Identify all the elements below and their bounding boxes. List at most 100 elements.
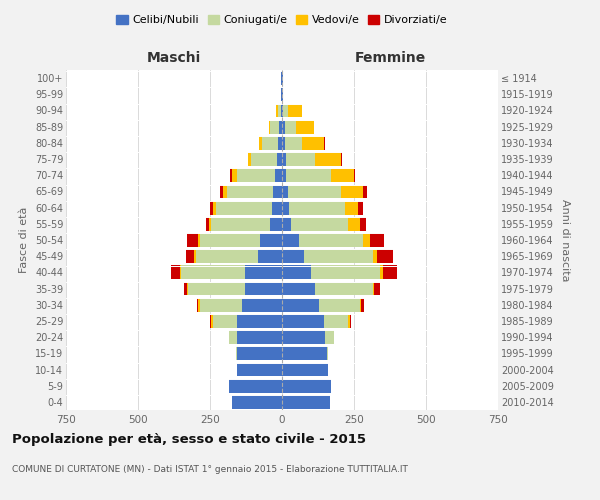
Bar: [282, 233, 299, 247]
Bar: [238, 346, 282, 360]
Bar: [238, 168, 275, 182]
Bar: [315, 152, 341, 166]
Bar: [281, 104, 282, 118]
Bar: [282, 298, 319, 312]
Bar: [383, 266, 397, 280]
Bar: [242, 298, 282, 312]
Bar: [230, 168, 232, 182]
Bar: [373, 282, 374, 296]
Bar: [185, 250, 194, 263]
Bar: [260, 233, 282, 247]
Bar: [282, 168, 286, 182]
Bar: [275, 168, 282, 182]
Bar: [188, 282, 245, 296]
Bar: [200, 233, 260, 247]
Bar: [171, 266, 180, 280]
Bar: [269, 120, 271, 134]
Bar: [197, 298, 199, 312]
Bar: [304, 250, 373, 263]
Bar: [278, 136, 282, 149]
Bar: [194, 250, 196, 263]
Bar: [187, 233, 199, 247]
Bar: [245, 266, 282, 280]
Bar: [286, 168, 331, 182]
Bar: [232, 395, 282, 409]
Bar: [380, 266, 383, 280]
Bar: [374, 282, 380, 296]
Bar: [315, 282, 373, 296]
Bar: [274, 184, 282, 198]
Bar: [248, 152, 251, 166]
Bar: [319, 298, 360, 312]
Bar: [282, 120, 285, 134]
Bar: [362, 184, 367, 198]
Bar: [272, 200, 282, 214]
Bar: [348, 314, 350, 328]
Bar: [286, 152, 315, 166]
Bar: [324, 136, 325, 149]
Bar: [360, 298, 361, 312]
Bar: [377, 250, 393, 263]
Bar: [245, 282, 282, 296]
Bar: [227, 184, 274, 198]
Bar: [282, 346, 326, 360]
Y-axis label: Anni di nascita: Anni di nascita: [560, 198, 571, 281]
Bar: [276, 104, 278, 118]
Bar: [279, 120, 282, 134]
Bar: [259, 136, 262, 149]
Bar: [211, 217, 271, 230]
Bar: [285, 120, 296, 134]
Bar: [373, 250, 377, 263]
Text: Popolazione per età, sesso e stato civile - 2015: Popolazione per età, sesso e stato civil…: [12, 432, 366, 446]
Bar: [277, 152, 282, 166]
Bar: [223, 184, 227, 198]
Legend: Celibi/Nubili, Coniugati/e, Vedovi/e, Divorziati/e: Celibi/Nubili, Coniugati/e, Vedovi/e, Di…: [112, 10, 452, 30]
Bar: [216, 200, 272, 214]
Bar: [187, 282, 188, 296]
Bar: [262, 136, 278, 149]
Bar: [282, 152, 286, 166]
Bar: [282, 362, 328, 376]
Bar: [232, 168, 238, 182]
Bar: [331, 168, 354, 182]
Bar: [210, 314, 211, 328]
Bar: [282, 250, 304, 263]
Bar: [200, 298, 242, 312]
Bar: [346, 200, 358, 214]
Bar: [282, 314, 324, 328]
Bar: [282, 184, 288, 198]
Bar: [271, 217, 282, 230]
Bar: [285, 136, 302, 149]
Bar: [238, 362, 282, 376]
Bar: [288, 184, 341, 198]
Bar: [325, 330, 334, 344]
Bar: [290, 217, 348, 230]
Bar: [348, 217, 360, 230]
Bar: [181, 266, 245, 280]
Bar: [271, 120, 279, 134]
Bar: [199, 298, 200, 312]
Bar: [278, 104, 281, 118]
Bar: [199, 233, 200, 247]
Bar: [196, 250, 257, 263]
Bar: [341, 152, 343, 166]
Bar: [282, 395, 329, 409]
Bar: [257, 250, 282, 263]
Bar: [311, 266, 380, 280]
Bar: [213, 200, 216, 214]
Text: Maschi: Maschi: [147, 51, 201, 65]
Bar: [220, 184, 223, 198]
Bar: [213, 314, 238, 328]
Bar: [302, 136, 324, 149]
Bar: [180, 266, 181, 280]
Bar: [282, 200, 289, 214]
Bar: [358, 200, 362, 214]
Bar: [283, 104, 288, 118]
Bar: [288, 104, 302, 118]
Text: Femmine: Femmine: [355, 51, 425, 65]
Bar: [206, 217, 209, 230]
Bar: [282, 379, 331, 392]
Bar: [350, 314, 351, 328]
Bar: [326, 346, 328, 360]
Bar: [282, 266, 311, 280]
